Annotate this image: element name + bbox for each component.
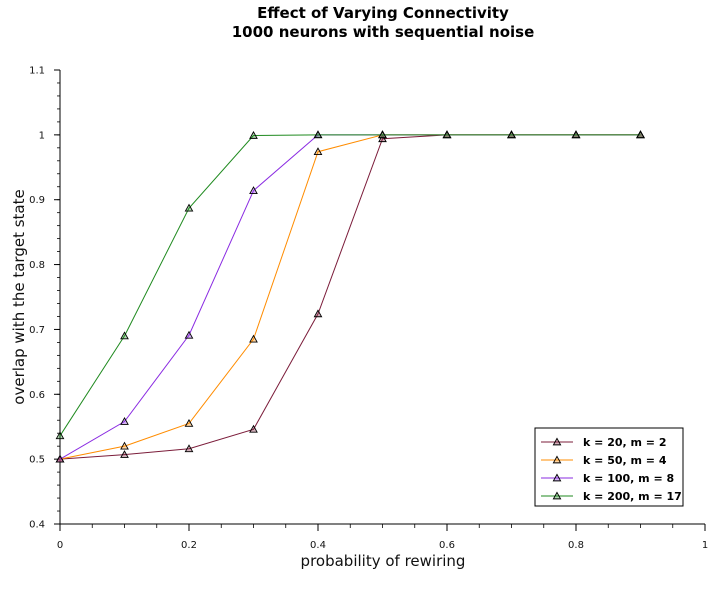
data-point (249, 424, 258, 433)
data-point (313, 147, 323, 156)
data-point (120, 441, 129, 450)
data-point (55, 431, 65, 440)
y-tick-label: 0.8 (29, 260, 45, 271)
y-tick-label: 1.1 (29, 66, 45, 77)
x-tick-label: 0.4 (310, 540, 326, 551)
legend-label: k = 100, m = 8 (583, 472, 674, 485)
data-point (442, 130, 452, 139)
legend-label: k = 20, m = 2 (583, 436, 667, 449)
data-point (120, 416, 129, 425)
legend-marker (552, 455, 562, 464)
y-tick-label: 0.5 (29, 455, 45, 466)
legend-box (534, 427, 684, 507)
legend-item: k = 100, m = 8 (541, 472, 674, 485)
series-line (59, 134, 641, 460)
chart-title: Effect of Varying Connectivity (257, 4, 509, 22)
data-point (313, 309, 323, 318)
legend-label: k = 50, m = 4 (583, 454, 667, 467)
data-point (313, 130, 323, 139)
x-ticks: 0 0.2 0.4 0.6 0.8 1 (57, 524, 708, 551)
x-tick-label: 0.2 (181, 540, 197, 551)
y-ticks: 0.4 0.5 0.6 0.7 0.8 0.9 1 1.1 (29, 66, 60, 531)
x-tick-label: 0.6 (439, 540, 455, 551)
legend-marker (552, 437, 562, 446)
y-tick-label: 1 (39, 130, 45, 141)
data-point (507, 130, 516, 139)
data-point (184, 418, 194, 427)
x-axis-label: probability of rewiring (301, 552, 466, 570)
data-point (249, 186, 258, 194)
series-line (59, 134, 641, 460)
data-point (120, 450, 129, 458)
data-point (378, 134, 387, 143)
y-tick-label: 0.9 (29, 195, 45, 206)
x-tick-label: 1 (702, 540, 708, 551)
legend-marker (552, 491, 562, 500)
chart-subtitle: 1000 neurons with sequential noise (232, 23, 535, 41)
data-point (184, 444, 194, 453)
legend-label: k = 200, m = 17 (583, 490, 682, 503)
x-tick-label: 0.8 (568, 540, 584, 551)
series-4 (55, 130, 645, 440)
y-tick-label: 0.4 (29, 520, 45, 531)
data-point (636, 130, 645, 139)
data-point (249, 334, 258, 343)
data-point (55, 454, 65, 463)
series-layer (55, 130, 645, 463)
y-tick-label: 0.6 (29, 390, 45, 401)
legend-marker (552, 473, 562, 482)
series-line (59, 134, 641, 437)
data-point (249, 130, 258, 139)
data-point (378, 130, 387, 139)
series-line (59, 134, 641, 460)
y-tick-label: 0.7 (29, 325, 45, 336)
legend-item: k = 20, m = 2 (541, 436, 667, 449)
legend-item: k = 50, m = 4 (541, 454, 667, 467)
y-axis-label: overlap with the target state (10, 189, 28, 404)
legend: k = 20, m = 2 k = 50, m = 4 k = 100, m = 8… (534, 427, 684, 507)
data-point (184, 330, 194, 339)
x-tick-label: 0 (57, 540, 63, 551)
data-point (571, 130, 581, 139)
legend-item: k = 200, m = 17 (541, 490, 682, 503)
data-point (184, 203, 194, 212)
data-point (120, 331, 129, 340)
